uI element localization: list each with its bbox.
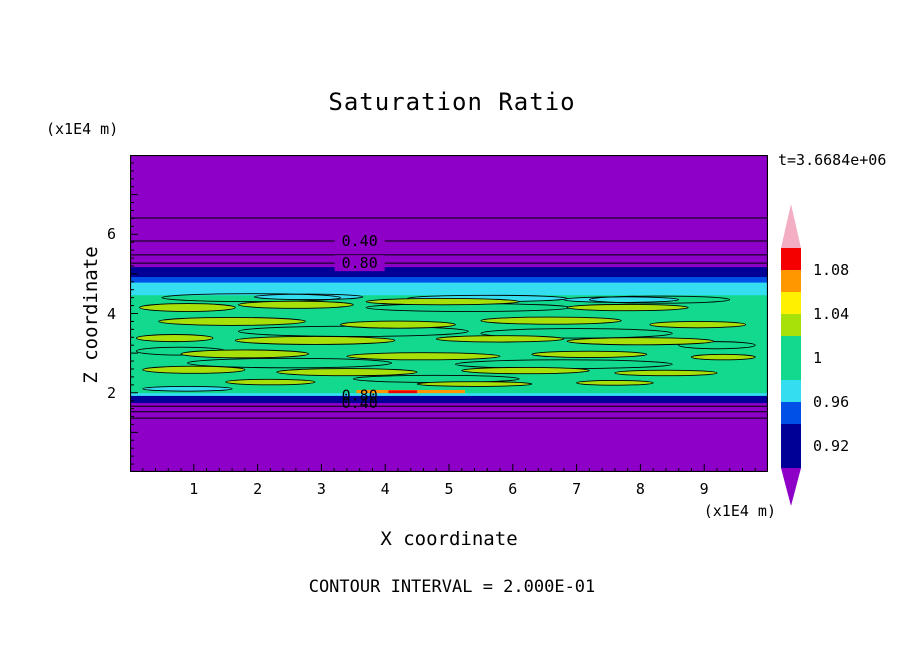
- z-tick-label: 2: [106, 383, 116, 402]
- x-tick-label: 7: [572, 480, 582, 498]
- contour-value-label: 0.80: [342, 387, 378, 405]
- x-tick-label: 1: [189, 480, 199, 498]
- x-axis-unit: (x1E4 m): [703, 502, 776, 520]
- colorbar-segment: [781, 336, 801, 380]
- z-tick-label: 6: [106, 225, 116, 244]
- contour-value-label: 0.40: [342, 394, 378, 412]
- colorbar-segment: [781, 424, 801, 468]
- colorbar-tick-label: 1: [813, 349, 822, 367]
- x-tick-label: 3: [316, 480, 326, 498]
- colorbar-segment: [781, 380, 801, 402]
- colorbar: 1.08 1.04 1 0.96 0.92: [781, 204, 849, 506]
- x-tick-label: 6: [508, 480, 518, 498]
- colorbar-tick-label: 1.08: [813, 261, 849, 279]
- contour-value-label: 0.80: [342, 254, 378, 272]
- x-axis-title: X coordinate: [380, 528, 518, 550]
- colorbar-segment: [781, 248, 801, 270]
- colorbar-tick-label: 0.96: [813, 393, 849, 411]
- colorbar-tick-label: 1.04: [813, 305, 849, 323]
- timestamp-label: t=3.6684e+06: [778, 151, 887, 169]
- colorbar-segment: [781, 402, 801, 424]
- colorbar-high-arrow: [781, 204, 801, 248]
- contour-plot: 0.400.800.800.40: [130, 155, 768, 472]
- x-tick-label: 5: [444, 480, 454, 498]
- colorbar-segment: [781, 270, 801, 292]
- plot-title: Saturation Ratio: [328, 88, 576, 116]
- colorbar-tick-label: 0.92: [813, 437, 849, 455]
- x-tick-label: 2: [253, 480, 263, 498]
- colorbar-segment: [781, 292, 801, 314]
- y-axis-unit: (x1E4 m): [46, 120, 119, 138]
- x-tick-label: 4: [380, 480, 390, 498]
- x-tick-label: 9: [699, 480, 709, 498]
- colorbar-segment: [781, 314, 801, 336]
- z-tick-label: 4: [106, 304, 116, 323]
- colorbar-low-arrow: [781, 468, 801, 506]
- contour-interval-label: CONTOUR INTERVAL = 2.000E-01: [308, 577, 596, 597]
- x-tick-label: 8: [635, 480, 645, 498]
- contour-value-label: 0.40: [342, 232, 378, 250]
